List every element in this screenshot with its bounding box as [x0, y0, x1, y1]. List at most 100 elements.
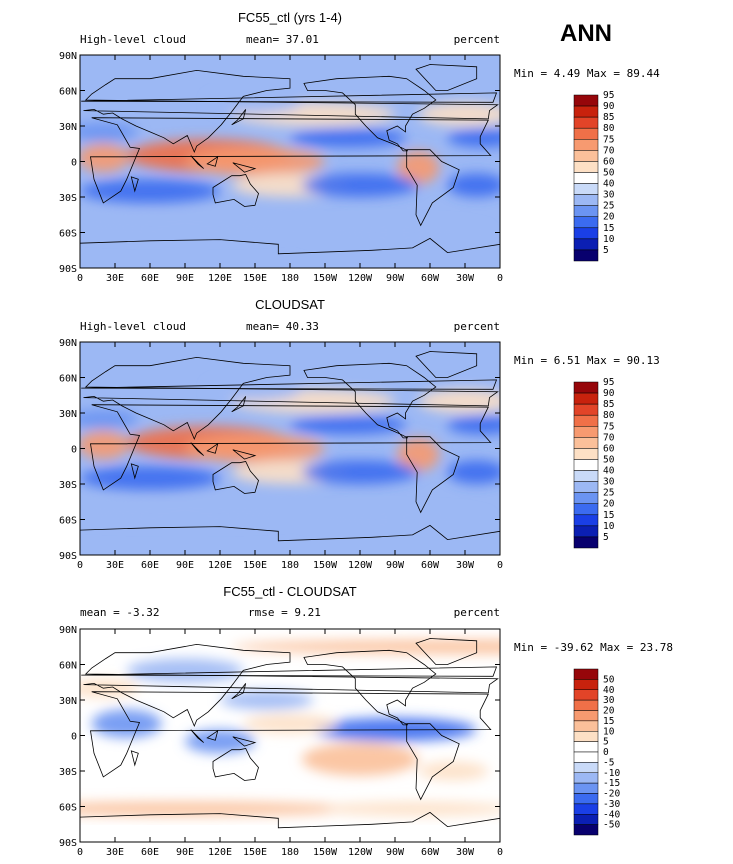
colorbar-bin: [573, 762, 599, 773]
colorbar-label: 75: [603, 134, 614, 145]
y-tick-label: 90S: [59, 838, 77, 849]
x-tick-label: 30E: [106, 273, 124, 284]
colorbar-label: 70: [603, 145, 615, 156]
y-tick-label: 90N: [59, 51, 77, 62]
x-tick-label: 150W: [313, 560, 338, 571]
y-tick-label: 60S: [59, 229, 77, 240]
x-tick-label: 120W: [348, 273, 373, 284]
colorbar-bin: [573, 514, 599, 527]
colorbar-label: -30: [603, 799, 620, 810]
x-tick-label: 120E: [208, 847, 232, 858]
y-tick-label: 60N: [59, 661, 77, 672]
colorbar-label: -5: [603, 757, 614, 768]
colorbar-bin: [573, 172, 599, 184]
colorbar-label: -20: [603, 789, 620, 800]
panel-left-label: mean = -3.32: [80, 606, 159, 619]
colorbar-bin: [573, 392, 599, 405]
colorbar-label: 15: [603, 716, 614, 727]
panel-minmax: Min = 6.51 Max = 90.13: [514, 354, 660, 367]
y-tick-label: 30N: [59, 696, 77, 707]
x-tick-label: 150W: [313, 847, 338, 858]
colorbar-label: 50: [603, 167, 615, 178]
x-tick-label: 120E: [208, 560, 232, 571]
x-tick-label: 150E: [243, 847, 267, 858]
colorbar-label: 85: [603, 399, 614, 410]
y-tick-label: 60N: [59, 87, 77, 98]
colorbar-bin: [573, 94, 599, 107]
panel-title: CLOUDSAT: [255, 297, 325, 312]
colorbar-bin: [573, 238, 599, 251]
colorbar-bin: [573, 503, 599, 516]
colorbar-label: 15: [603, 223, 614, 234]
x-tick-label: 60W: [421, 560, 440, 571]
x-tick-label: 60W: [421, 847, 440, 858]
colorbar-label: 20: [603, 706, 615, 717]
season-label: ANN: [560, 20, 612, 47]
colorbar-label: -10: [603, 768, 620, 779]
colorbar-label: -50: [603, 820, 620, 831]
colorbar-bin: [573, 710, 599, 722]
x-tick-label: 30E: [106, 847, 124, 858]
colorbar-bin: [573, 116, 599, 129]
x-tick-label: 90W: [386, 847, 405, 858]
y-tick-label: 0: [71, 732, 77, 743]
x-tick-label: 150E: [243, 273, 267, 284]
panel-minmax: Min = 4.49 Max = 89.44: [514, 67, 660, 80]
y-tick-label: 30N: [59, 122, 77, 133]
y-tick-label: 90N: [59, 338, 77, 349]
panel-units: percent: [454, 33, 500, 46]
colorbar-bin: [573, 139, 599, 151]
colorbar-label: 80: [603, 123, 615, 134]
colorbar-label: 5: [603, 245, 609, 256]
colorbar-bin: [573, 772, 599, 784]
colorbar-bin: [573, 216, 599, 229]
y-tick-label: 90S: [59, 551, 77, 562]
colorbar-bin: [573, 194, 599, 206]
panel-left-label: High-level cloud: [80, 320, 186, 333]
y-tick-label: 30S: [59, 767, 77, 778]
y-tick-label: 30S: [59, 480, 77, 491]
x-tick-label: 0: [497, 847, 503, 858]
y-tick-label: 60S: [59, 516, 77, 527]
colorbar-label: 30: [603, 695, 615, 706]
colorbar-bin: [573, 793, 599, 805]
coastlines: [80, 351, 500, 555]
colorbar-label: -15: [603, 778, 620, 789]
colorbar-bin: [573, 782, 599, 794]
colorbar-bin: [573, 741, 599, 753]
colorbar-label: 20: [603, 499, 615, 510]
field-shading: [80, 55, 500, 268]
x-tick-label: 180: [281, 560, 299, 571]
x-tick-label: 120E: [208, 273, 232, 284]
y-tick-label: 30S: [59, 193, 77, 204]
x-tick-label: 180: [281, 273, 299, 284]
colorbar-label: 50: [603, 454, 615, 465]
colorbar-label: 25: [603, 201, 614, 212]
panel-stat: mean= 37.01: [246, 33, 319, 46]
x-tick-label: 90E: [176, 847, 194, 858]
colorbar-bin: [573, 161, 599, 173]
colorbar-label: 30: [603, 477, 615, 488]
map-panel-1: FC55_ctl (yrs 1-4) High-level cloud mean= …: [59, 10, 660, 284]
colorbar-label: 40: [603, 179, 615, 190]
colorbar-label: 50: [603, 674, 615, 685]
colorbar-bin: [573, 525, 599, 538]
colorbar-bin: [573, 448, 599, 460]
x-tick-label: 150W: [313, 273, 338, 284]
colorbar-bin: [573, 679, 599, 690]
colorbar-bin: [573, 459, 599, 471]
colorbar-bin: [573, 699, 599, 711]
x-tick-label: 60E: [141, 560, 159, 571]
colorbar-label: 90: [603, 388, 615, 399]
x-tick-label: 30W: [456, 560, 475, 571]
colorbar-bin: [573, 150, 599, 162]
colorbar-label: 20: [603, 212, 615, 223]
map-panel-2: CLOUDSAT High-level cloud mean= 40.33 perce…: [59, 297, 660, 571]
colorbar-label: 25: [603, 488, 614, 499]
y-tick-label: 60N: [59, 374, 77, 385]
colorbar-bin: [573, 731, 599, 742]
colorbar-bin: [573, 689, 599, 701]
panel-stat: rmse = 9.21: [248, 606, 321, 619]
panel-units: percent: [454, 320, 500, 333]
